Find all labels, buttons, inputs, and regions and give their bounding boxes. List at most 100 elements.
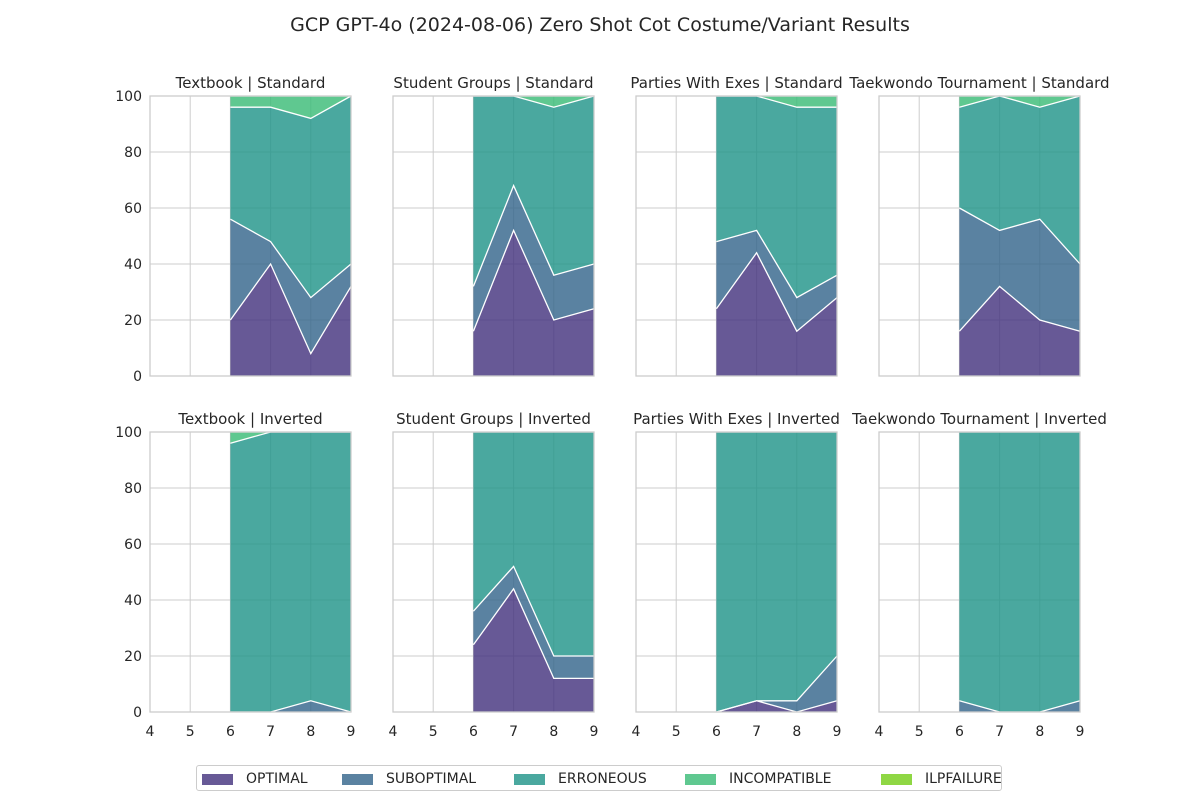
y-tick-label: 40 — [124, 257, 142, 273]
y-tick-label: 80 — [124, 145, 142, 161]
legend-item-incompatible: INCOMPATIBLE — [685, 770, 831, 788]
legend-item-suboptimal: SUBOPTIMAL — [342, 770, 476, 788]
area-optimal — [473, 230, 594, 376]
x-tick-label: 9 — [347, 724, 356, 740]
legend-swatch — [202, 773, 233, 785]
x-tick-label: 6 — [226, 724, 235, 740]
boundary-suboptimal — [716, 655, 838, 713]
area-incompatible — [230, 96, 351, 119]
axes-frame — [635, 95, 838, 377]
subplot-title: Student Groups | Standard — [393, 74, 593, 92]
subplot-title: Taekwondo Tournament | Standard — [848, 74, 1109, 92]
legend-label: SUBOPTIMAL — [386, 771, 477, 787]
x-tick-label: 7 — [509, 724, 518, 740]
legend-label: OPTIMAL — [246, 771, 308, 787]
x-tick-label: 6 — [712, 724, 721, 740]
subplot-1: Student Groups | Standard — [392, 74, 595, 377]
area-suboptimal — [959, 208, 1080, 332]
subplot-4: Textbook | Inverted 0 20 40 60 80 100 4 5 6 7 8 9 — [115, 410, 355, 740]
area-suboptimal — [959, 700, 1080, 712]
axes-frame — [392, 431, 595, 713]
subplot-5: Student Groups | Inverted 4 5 6 7 8 9 — [389, 410, 599, 740]
area-optimal — [716, 252, 837, 376]
axes-frame — [878, 95, 1081, 377]
y-tick-label: 20 — [124, 649, 142, 665]
boundary-suboptimal — [472, 183, 595, 287]
x-tick-label: 9 — [590, 724, 599, 740]
figure-title: GCP GPT-4o (2024-08-06) Zero Shot Cot Co… — [290, 14, 910, 36]
y-tick-label: 60 — [124, 537, 142, 553]
y-tick-label: 80 — [124, 481, 142, 497]
subplot-title: Student Groups | Inverted — [396, 410, 591, 428]
area-suboptimal — [230, 219, 351, 354]
subplot-6: Parties With Exes | Inverted 4 5 6 7 8 9 — [632, 410, 842, 740]
axes-frame — [635, 431, 838, 713]
subplot-7: Taekwondo Tournament | Inverted 4 5 6 7 8 9 — [851, 410, 1107, 740]
area-optimal — [473, 588, 594, 712]
boundary-erroneous — [959, 95, 1081, 108]
x-tick-label: 8 — [1035, 724, 1044, 740]
legend-item-ilpfailure: ILPFAILURE — [881, 770, 1002, 788]
subplot-title: Parties With Exes | Inverted — [633, 410, 840, 428]
boundary-erroneous — [230, 95, 352, 120]
x-tick-label: 6 — [955, 724, 964, 740]
x-tick-label: 4 — [875, 724, 884, 740]
y-tick-label: 0 — [133, 369, 142, 385]
x-tick-label: 8 — [306, 724, 315, 740]
y-tick-label: 0 — [133, 705, 142, 721]
legend: OPTIMAL SUBOPTIMAL ERRONEOUS INCOMPATIBLE IL… — [196, 765, 1002, 791]
x-tick-label: 7 — [266, 724, 275, 740]
x-tick-label: 4 — [146, 724, 155, 740]
legend-swatch — [514, 773, 545, 785]
boundary-suboptimal — [959, 207, 1081, 265]
x-tick-label: 7 — [995, 724, 1004, 740]
boundary-optimal — [958, 285, 1081, 332]
x-tick-label: 8 — [792, 724, 801, 740]
legend-label: INCOMPATIBLE — [729, 771, 832, 787]
area-erroneous — [230, 432, 351, 712]
x-tick-label: 6 — [469, 724, 478, 740]
subplot-title: Textbook | Inverted — [177, 410, 322, 428]
x-tick-label: 5 — [672, 724, 681, 740]
legend-label: ILPFAILURE — [925, 771, 1002, 787]
subplot-0: Textbook | Standard 0 20 40 60 80 100 — [115, 74, 352, 385]
area-erroneous — [716, 432, 837, 712]
x-tick-label: 5 — [915, 724, 924, 740]
boundary-optimal — [472, 228, 595, 332]
axes-frame — [392, 95, 595, 377]
axes-frame — [149, 431, 352, 713]
axes-frame — [878, 431, 1081, 713]
boundary-suboptimal — [472, 565, 594, 657]
area-erroneous — [473, 432, 594, 656]
y-tick-label: 20 — [124, 313, 142, 329]
x-tick-label: 8 — [549, 724, 558, 740]
subplot-2: Parties With Exes | Standard — [630, 74, 843, 377]
x-tick-label: 9 — [833, 724, 842, 740]
axes-frame — [149, 95, 352, 377]
subplot-title: Parties With Exes | Standard — [630, 74, 842, 92]
area-erroneous — [959, 432, 1080, 712]
subplot-title: Textbook | Standard — [175, 74, 326, 92]
y-tick-label: 100 — [115, 89, 142, 105]
y-tick-label: 100 — [115, 425, 142, 441]
boundary-suboptimal — [716, 229, 838, 299]
area-suboptimal — [473, 566, 594, 679]
area-erroneous — [473, 96, 594, 287]
legend-swatch — [342, 773, 373, 785]
legend-swatch — [881, 773, 912, 785]
x-tick-label: 5 — [186, 724, 195, 740]
subplot-3: Taekwondo Tournament | Standard — [848, 74, 1110, 377]
legend-swatch — [685, 773, 716, 785]
area-erroneous — [716, 96, 837, 298]
area-suboptimal — [716, 230, 837, 332]
legend-item-optimal: OPTIMAL — [202, 770, 308, 788]
legend-item-erroneous: ERRONEOUS — [514, 770, 647, 788]
boundary-optimal — [715, 251, 838, 333]
boundary-suboptimal — [230, 218, 352, 299]
y-tick-label: 60 — [124, 201, 142, 217]
area-erroneous — [230, 96, 351, 298]
x-tick-label: 4 — [389, 724, 398, 740]
boundary-optimal — [472, 587, 594, 680]
y-tick-label: 40 — [124, 593, 142, 609]
area-suboptimal — [473, 185, 594, 332]
